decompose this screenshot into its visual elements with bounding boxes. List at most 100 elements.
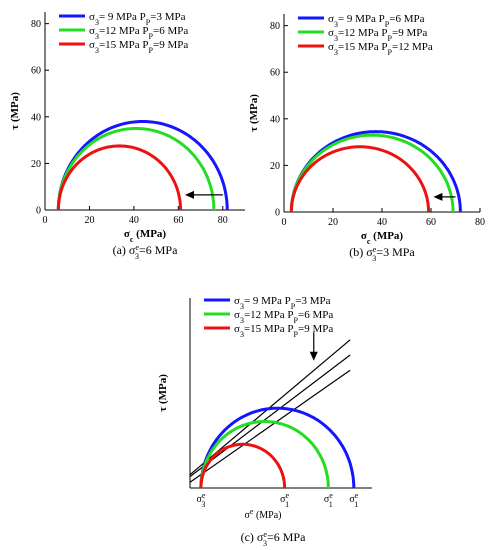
panel-a-mohr-circle-2 (56, 127, 216, 211)
legend-p-sub: P (385, 20, 390, 29)
legend-p-sub: P (146, 18, 151, 27)
panel-b-x-tick-label: 20 (328, 217, 338, 228)
panel-c-x-axis-label-base: σ (244, 510, 250, 521)
panel-b-y-tick-label: 40 (270, 114, 280, 125)
panel-a-y-tick-label: 0 (36, 206, 41, 217)
legend-end: =12 MPa (392, 41, 433, 53)
panel-b-caption-sub: 3 (372, 254, 376, 263)
panel-b-x-axis-label: σc (MPa) (361, 230, 404, 246)
panel-c-x-axis-label-rest: (MPa) (253, 510, 281, 521)
panel-a-x-axis-label-base: σ (124, 228, 130, 240)
panel-a-caption: (a) σe 3=6 MPa (113, 243, 178, 261)
legend-sigma: σ (89, 25, 95, 37)
panel-b-y-axis-label: τ (MPa) (248, 94, 260, 132)
panel-b-legend-entry: σ3=15 MPa PP=12 MPa (328, 41, 433, 57)
legend-mid: =15 MPa P (244, 323, 294, 335)
panel-a-legend-entry: σ3= 9 MPa PP=3 MPa (89, 11, 186, 27)
panel-a-y-tick-label: 40 (31, 112, 41, 123)
panel-a-x-tick-label: 20 (84, 215, 94, 226)
legend-sigma: σ (328, 27, 334, 39)
panel-c-x-marker-4-sup: e (355, 491, 359, 500)
panel-a-y-axis-label: τ (MPa) (9, 92, 21, 130)
legend-sigma: σ (234, 309, 240, 321)
legend-mid: = 9 MPa P (244, 295, 291, 307)
panel-b-x-tick-label: 40 (377, 217, 387, 228)
panel-c-caption-base: (c) σ (241, 530, 264, 544)
legend-sigma-sub: 3 (240, 302, 244, 311)
panel-b-y-tick-label: 60 (270, 68, 280, 79)
panel-b-x-axis-label-rest: (MPa) (370, 230, 403, 242)
panel-a-x-axis-label: σc (MPa) (124, 228, 167, 244)
panel-a-y-tick-label: 80 (31, 19, 41, 30)
legend-p-sub: P (291, 302, 296, 311)
panel-a-y-tick-label: 60 (31, 66, 41, 77)
panel-c-y-axis-label: τ (MPa) (157, 374, 169, 412)
legend-mid: =15 MPa P (338, 41, 388, 53)
panel-c-caption-sup: e (263, 530, 267, 539)
panel-a-caption-rest: =6 MPa (139, 243, 178, 257)
legend-end: =6 MPa (153, 25, 188, 37)
panel-c-x-marker-1-sup: e (202, 491, 206, 500)
panel-b-x-axis-label-base: σ (361, 230, 367, 242)
panel-b-x-tick-label: 60 (426, 217, 436, 228)
legend-sigma-sub: 3 (95, 32, 99, 41)
panel-c-x-marker-2-sup: e (286, 491, 290, 500)
legend-sigma-sub: 3 (334, 20, 338, 29)
legend-end: =3 MPa (295, 295, 330, 307)
panel-c-x-marker-2-base: σ (280, 494, 286, 505)
panel-c-mohr-circle-3 (199, 442, 287, 488)
legend-p-sub: P (388, 34, 393, 43)
panel-a-x-tick-label: 0 (43, 215, 48, 226)
panel-c-x-marker-3-base: σ (324, 494, 330, 505)
panel-a-caption-sup: e (135, 243, 139, 252)
legend-p-sub: P (388, 48, 393, 57)
panel-c-x-marker-3-sup: e (329, 491, 333, 500)
legend-p-sub: P (294, 316, 299, 325)
panel-c-legend-entry: σ3=12 MPa PP=6 MPa (234, 309, 333, 325)
panel-a-legend-entry: σ3=12 MPa PP=6 MPa (89, 25, 188, 41)
legend-sigma: σ (328, 41, 334, 53)
panel-b-caption-base: (b) σ (349, 245, 373, 259)
legend-end: =6 MPa (389, 13, 424, 25)
panel-b-caption-sup: e (373, 245, 377, 254)
legend-p-sub: P (294, 330, 299, 339)
panel-b-x-axis-label-sub: c (367, 237, 371, 246)
panel-b-x-tick-label: 80 (475, 217, 485, 228)
panel-b-arrow-head (433, 192, 443, 201)
legend-sigma: σ (89, 11, 95, 23)
legend-end: =3 MPa (150, 11, 185, 23)
panel-b-legend-entry: σ3=12 MPa PP=9 MPa (328, 27, 427, 43)
panel-c-caption-sub: 3 (263, 539, 267, 548)
panel-c-x-marker-1-sub: 3 (201, 500, 205, 509)
panel-a-caption-sub: 3 (135, 252, 139, 261)
panel-b-x-tick-label: 0 (282, 217, 287, 228)
panel-c-caption: (c) σe 3=6 MPa (241, 530, 306, 548)
panel-c-legend-entry: σ3= 9 MPa PP=3 MPa (234, 295, 331, 311)
panel-a-x-tick-label: 80 (218, 215, 228, 226)
panel-b-mohr-circle-2 (289, 133, 455, 213)
legend-sigma: σ (89, 39, 95, 51)
panel-c-x-marker-4-sub: 1 (354, 500, 358, 509)
panel-c-caption-rest: =6 MPa (267, 530, 306, 544)
panel-c-x-marker-2-sub: 1 (285, 500, 289, 509)
panel-b-legend-entry: σ3= 9 MPa PP=6 MPa (328, 13, 425, 29)
panel-b-y-tick-label: 20 (270, 161, 280, 172)
panel-a-y-tick-label: 20 (31, 159, 41, 170)
legend-mid: =12 MPa P (99, 25, 149, 37)
legend-sigma-sub: 3 (240, 316, 244, 325)
panel-b-caption: (b) σe 3=3 MPa (349, 245, 415, 263)
legend-sigma-sub: 3 (240, 330, 244, 339)
panel-c-legend-entry: σ3=15 MPa PP=9 MPa (234, 323, 333, 339)
panel-b-caption-rest: =3 MPa (376, 245, 415, 259)
panel-c-x-marker-2: σe 1 (280, 491, 289, 509)
panel-c-x-axis-label-sup: e (250, 507, 254, 516)
panel-c-x-marker-1-base: σ (196, 494, 202, 505)
panel-c-mohr-circle-2 (199, 420, 330, 489)
panel-a-arrow-head (185, 190, 194, 199)
panel-b-mohr-circle-3 (289, 145, 431, 213)
legend-sigma-sub: 3 (95, 18, 99, 27)
panel-a-x-tick-label: 40 (129, 215, 139, 226)
panel-c-x-axis-label: σe (MPa) (244, 507, 281, 522)
